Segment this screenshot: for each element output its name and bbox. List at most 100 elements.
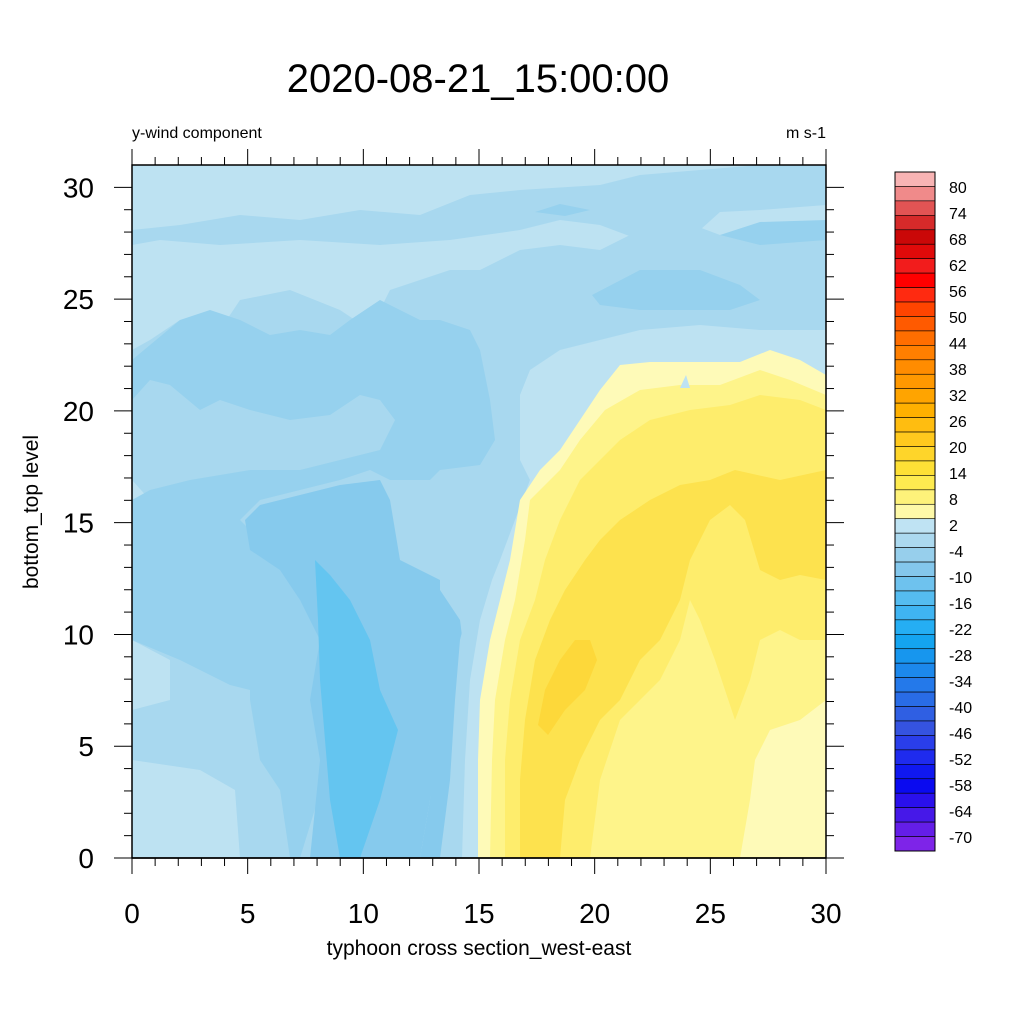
- contour-band-blue-b: [132, 300, 495, 690]
- colorbar-label: -70: [949, 830, 972, 847]
- colorbar-label: -64: [949, 804, 972, 821]
- colorbar-swatch: [894, 272, 936, 288]
- contour-band-blue-c2: [420, 590, 470, 858]
- y-axis-label: bottom_top level: [20, 435, 43, 589]
- colorbar-label: 32: [949, 388, 967, 405]
- colorbar-label: -10: [949, 570, 972, 587]
- colorbar-swatch: [894, 764, 936, 780]
- colorbar-label: -34: [949, 674, 972, 691]
- chart-title: 2020-08-21_15:00:00: [287, 57, 670, 101]
- colorbar-swatch: [894, 215, 936, 231]
- y-tick-label: 25: [63, 284, 94, 315]
- colorbar-label: 8: [949, 492, 958, 509]
- colorbar-label: -40: [949, 700, 972, 717]
- colorbar-swatch: [894, 532, 936, 548]
- left-string: y-wind component: [132, 125, 262, 142]
- colorbar-swatch: [894, 503, 936, 520]
- y-tick-label: 20: [63, 396, 94, 427]
- colorbar-swatch: [894, 475, 936, 491]
- right-string: m s-1: [786, 125, 826, 142]
- colorbar-swatch: [894, 345, 936, 361]
- colorbar-swatch: [894, 735, 936, 751]
- colorbar-swatch: [894, 431, 936, 447]
- colorbar-swatch: [894, 691, 936, 707]
- colorbar-swatch: [894, 807, 936, 823]
- colorbar-swatch: [894, 359, 936, 375]
- colorbar-swatch: [894, 171, 936, 187]
- colorbar-swatch: [894, 633, 936, 650]
- colorbar-swatch: [894, 460, 936, 476]
- colorbar-label: 56: [949, 284, 967, 301]
- colorbar-label: 80: [949, 180, 967, 197]
- colorbar-label: 14: [949, 466, 967, 483]
- contour-band-blue-edge: [440, 460, 530, 858]
- x-tick-label: 10: [348, 898, 379, 929]
- y-tick-label: 0: [78, 843, 94, 874]
- x-axis-label: typhoon cross section_west-east: [327, 937, 632, 960]
- colorbar-swatch: [894, 547, 936, 563]
- colorbar-swatch: [894, 489, 936, 505]
- colorbar-label: 50: [949, 310, 967, 327]
- contour-notch: [680, 375, 690, 388]
- contour-band-blue-top-a: [132, 165, 826, 245]
- contour-band-blue-b2: [240, 520, 330, 858]
- x-tick-label: 15: [463, 898, 494, 929]
- colorbar-swatch: [894, 200, 936, 216]
- colorbar-frame: [894, 171, 936, 852]
- contour-band-yellow-g: [760, 710, 826, 858]
- colorbar-swatch: [894, 561, 936, 577]
- colorbar-swatch: [894, 836, 936, 852]
- colorbar-swatch: [894, 518, 936, 534]
- contour-band-blue-top-c: [720, 220, 826, 245]
- contour-band-blue-top-d: [535, 204, 590, 216]
- colorbar-swatch: [894, 778, 936, 794]
- colorbar-swatch: [894, 301, 936, 317]
- colorbar-label: 2: [949, 518, 958, 535]
- colorbar-swatch: [894, 648, 936, 664]
- colorbar-label: 62: [949, 258, 967, 275]
- x-tick-label: 30: [810, 898, 841, 929]
- contour-band-blue-d: [315, 560, 398, 858]
- y-tick-labels: 0 5 10 15 20 25 30: [63, 172, 94, 874]
- colorbar-label: 68: [949, 232, 967, 249]
- colorbar-swatch: [894, 720, 936, 736]
- colorbar-label: -22: [949, 622, 972, 639]
- contour-band-yellow-d: [520, 470, 826, 858]
- colorbar-label: 26: [949, 414, 967, 431]
- colorbar-swatch: [894, 316, 936, 332]
- colorbar-swatch: [894, 821, 936, 837]
- colorbar-swatch: [894, 446, 936, 462]
- colorbar-label: 74: [949, 206, 967, 223]
- colorbar-swatch: [894, 388, 936, 404]
- y-tick-label: 10: [63, 619, 94, 650]
- contour-band-yellow-f: [680, 760, 705, 858]
- x-tick-labels: 0 5 10 15 20 25 30: [124, 898, 841, 929]
- colorbar-label: 20: [949, 440, 967, 457]
- y-tick-label: 15: [63, 508, 94, 539]
- colorbar-swatch: [894, 229, 936, 245]
- colorbar-label: -16: [949, 596, 972, 613]
- axis-ticks: [114, 149, 844, 874]
- colorbar-swatch: [894, 590, 936, 606]
- colorbar-swatch: [894, 287, 936, 303]
- colorbar-label: -28: [949, 648, 972, 665]
- colorbar-swatch: [894, 706, 936, 722]
- colorbar-swatch: [894, 792, 936, 808]
- colorbar-swatch: [894, 619, 936, 635]
- colorbar-swatch: [894, 576, 936, 592]
- contour-band-yellow-e: [538, 640, 597, 735]
- colorbar-swatch: [894, 402, 936, 418]
- colorbar-label: -46: [949, 726, 972, 743]
- colorbar-swatch: [894, 605, 936, 621]
- x-tick-label: 25: [695, 898, 726, 929]
- colorbar-label: 44: [949, 336, 967, 353]
- colorbar-swatch: [894, 186, 936, 202]
- x-tick-label: 20: [579, 898, 610, 929]
- colorbar-label: 38: [949, 362, 967, 379]
- colorbar-swatch: [894, 330, 936, 346]
- y-tick-label: 30: [63, 172, 94, 203]
- colorbar-swatch: [894, 373, 936, 390]
- contour-band-blue-top-b: [592, 270, 760, 310]
- colorbar-label: -52: [949, 752, 972, 769]
